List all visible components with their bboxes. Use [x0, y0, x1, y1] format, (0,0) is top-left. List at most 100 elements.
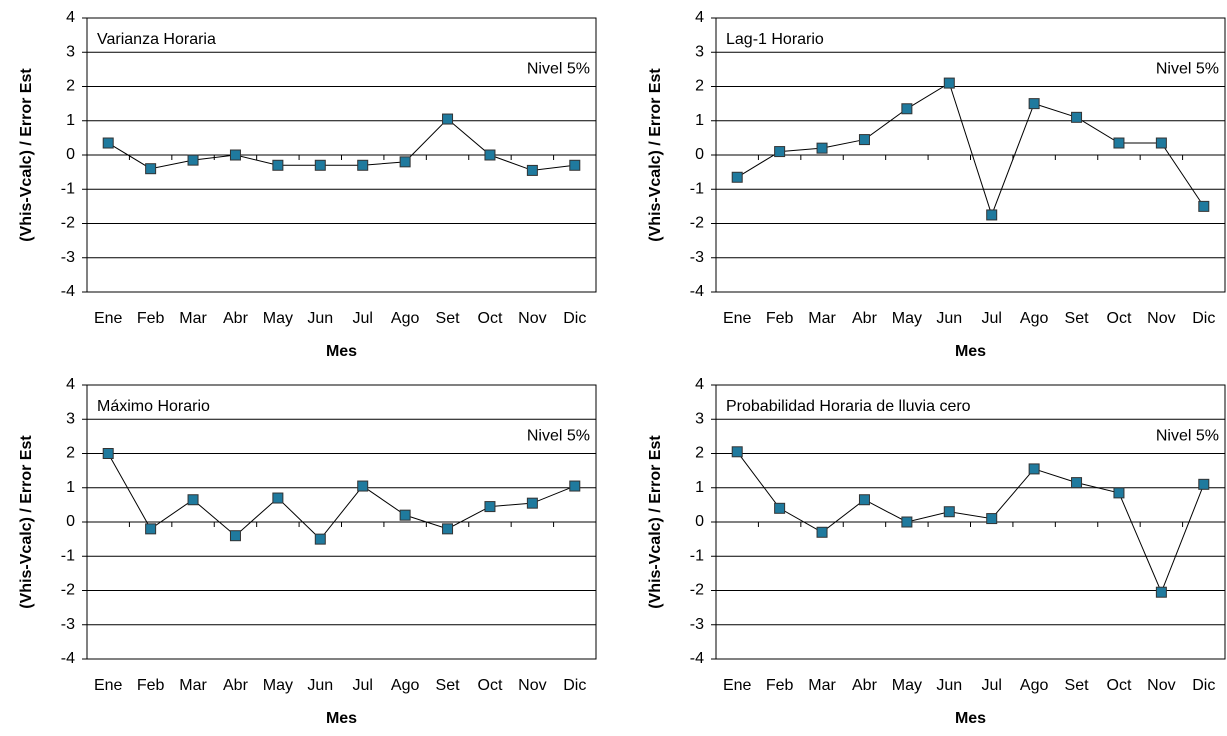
point-marker [1071, 111, 1083, 123]
x-tick-label: Nov [518, 310, 546, 327]
y-tick-label: -2 [61, 582, 75, 599]
y-tick-label: -4 [690, 283, 704, 300]
y-tick-label: 2 [66, 445, 75, 462]
y-tick-label: -3 [61, 616, 75, 633]
x-axis-title: Mes [955, 343, 986, 360]
point-marker [229, 530, 241, 542]
y-tick-label: 1 [695, 479, 704, 496]
x-tick-label: Feb [137, 677, 165, 694]
y-tick-label: 0 [66, 513, 75, 530]
point-marker [357, 159, 369, 171]
point-marker [145, 523, 157, 535]
y-tick-label: -2 [690, 582, 704, 599]
x-tick-label: Abr [852, 677, 878, 694]
panel-title: Lag-1 Horario [726, 31, 824, 48]
x-tick-label: May [263, 310, 293, 327]
point-marker [1028, 463, 1040, 475]
point-marker [272, 159, 284, 171]
x-tick-label: Abr [852, 310, 878, 327]
y-tick-label: 0 [695, 146, 704, 163]
point-marker [1113, 137, 1125, 149]
point-marker [399, 156, 411, 168]
x-tick-label: Ene [94, 310, 123, 327]
panel-title: Máximo Horario [97, 398, 210, 415]
point-marker [816, 526, 828, 538]
point-marker [102, 137, 114, 149]
y-tick-label: 2 [695, 445, 704, 462]
point-marker [357, 480, 369, 492]
point-marker [145, 163, 157, 175]
point-marker [1071, 477, 1083, 489]
y-tick-label: -3 [690, 616, 704, 633]
y-tick-label: -1 [61, 547, 75, 564]
x-tick-label: Jun [936, 677, 962, 694]
x-tick-label: May [263, 677, 293, 694]
x-tick-label: Oct [478, 677, 503, 694]
point-marker [858, 134, 870, 146]
y-tick-label: 3 [66, 410, 75, 427]
y-tick-label: -2 [690, 215, 704, 232]
y-tick-label: 3 [695, 43, 704, 60]
x-tick-label: Dic [1192, 677, 1215, 694]
x-tick-label: Nov [1147, 677, 1175, 694]
point-marker [731, 171, 743, 183]
point-marker [187, 494, 199, 506]
y-tick-label: -2 [61, 215, 75, 232]
y-tick-label: 0 [66, 146, 75, 163]
x-axis-title: Mes [955, 710, 986, 727]
x-tick-label: Dic [563, 310, 586, 327]
x-tick-label: Feb [766, 677, 794, 694]
y-tick-label: -1 [690, 180, 704, 197]
x-tick-label: Feb [766, 310, 794, 327]
y-tick-label: 0 [695, 513, 704, 530]
point-marker [569, 480, 581, 492]
x-tick-label: Ago [391, 310, 420, 327]
point-marker [858, 494, 870, 506]
x-tick-label: May [892, 677, 922, 694]
data-line [736, 82, 1205, 217]
y-tick-label: -1 [690, 547, 704, 564]
point-marker [102, 448, 114, 459]
x-tick-label: Set [1065, 310, 1090, 327]
x-tick-label: Jul [352, 677, 372, 694]
x-tick-label: Mar [179, 310, 207, 327]
point-marker [1155, 586, 1167, 598]
point-marker [314, 533, 326, 545]
point-marker [774, 502, 786, 514]
x-tick-label: Mar [179, 677, 207, 694]
point-marker [901, 516, 913, 528]
x-tick-label: Ene [94, 677, 123, 694]
point-marker [901, 103, 913, 115]
point-marker [314, 159, 326, 171]
point-marker [526, 497, 538, 509]
point-marker [526, 164, 538, 176]
x-tick-label: Jul [981, 677, 1001, 694]
point-marker [986, 209, 998, 221]
y-tick-label: -3 [61, 249, 75, 266]
point-marker [484, 149, 496, 161]
y-tick-label: 1 [66, 112, 75, 129]
y-tick-label: -4 [61, 283, 75, 300]
y-tick-label: 2 [695, 78, 704, 95]
point-marker [442, 113, 454, 125]
x-tick-label: Oct [1107, 677, 1132, 694]
y-tick-label: 4 [695, 9, 704, 26]
y-axis-title: (Vhis-Vcalc) / Error Est [647, 435, 664, 609]
x-tick-label: Oct [478, 310, 503, 327]
point-marker [943, 77, 955, 89]
point-marker [569, 159, 581, 171]
x-tick-label: Jun [307, 677, 333, 694]
y-tick-label: -3 [690, 249, 704, 266]
annotation: Nivel 5% [527, 428, 590, 445]
point-marker [399, 509, 411, 521]
annotation: Nivel 5% [527, 61, 590, 78]
x-tick-label: Mar [808, 677, 836, 694]
x-tick-label: Ene [723, 677, 752, 694]
x-tick-label: Feb [137, 310, 165, 327]
x-axis-title: Mes [326, 343, 357, 360]
y-tick-label: -4 [690, 650, 704, 667]
data-line [107, 453, 575, 540]
x-tick-label: Set [1065, 677, 1090, 694]
x-tick-label: Abr [223, 310, 249, 327]
